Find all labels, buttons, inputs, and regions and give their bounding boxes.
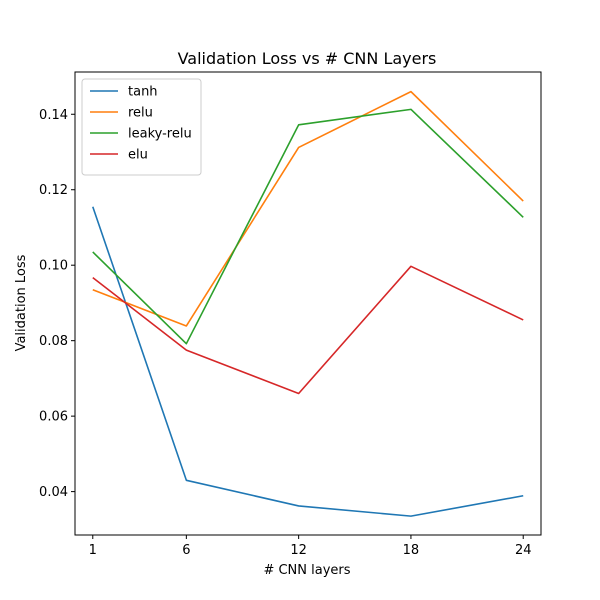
x-tick-label: 12 [290,543,307,558]
x-tick-label: 18 [403,543,420,558]
x-axis-label: # CNN layers [263,563,350,578]
y-tick-label: 0.14 [39,108,68,123]
series-line-elu [92,265,524,395]
y-tick-label: 0.12 [39,183,68,198]
x-tick-label: 24 [515,543,532,558]
x-tick-label: 6 [182,543,190,558]
x-axis-ticks: 1 6 12 18 24 [89,535,532,558]
y-tick-label: 0.04 [39,485,68,500]
series-line-tanh [92,206,524,517]
y-tick-label: 0.10 [39,259,68,274]
series-lines [92,90,524,517]
legend-label-relu: relu [128,106,153,121]
legend-label-tanh: tanh [128,85,158,100]
legend-label-elu: elu [128,148,148,163]
x-tick-label: 1 [89,543,97,558]
y-tick-label: 0.08 [39,334,68,349]
y-axis-label: Validation Loss [14,254,29,351]
legend-box [81,78,202,176]
legend-label-leaky-relu: leaky-relu [128,127,192,142]
legend: tanh relu leaky-relu elu [81,78,202,176]
y-tick-label: 0.06 [39,410,68,425]
plot-area [74,71,542,536]
chart-title: Validation Loss vs # CNN Layers [178,49,437,68]
y-axis-ticks: 0.04 0.06 0.08 0.10 0.12 0.14 [39,108,75,500]
series-line-leaky-relu [92,108,524,345]
